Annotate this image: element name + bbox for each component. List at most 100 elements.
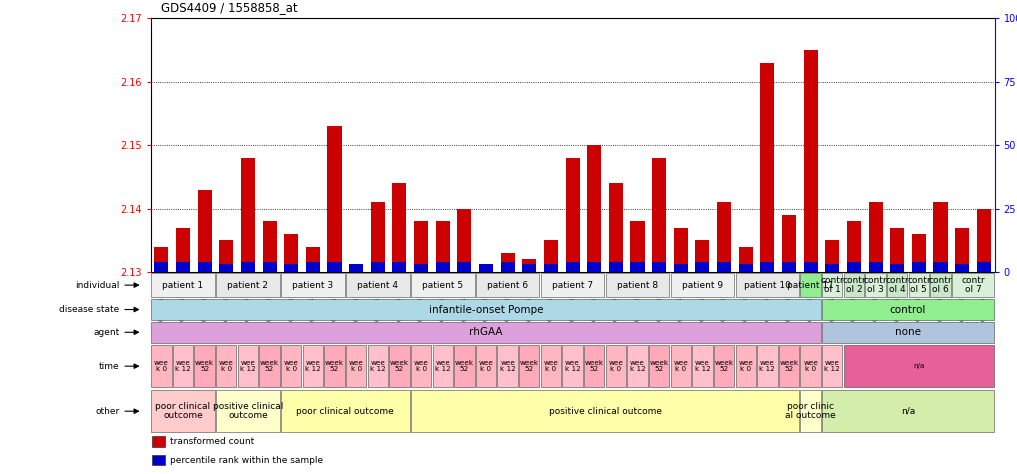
Bar <box>631 262 645 272</box>
Bar <box>281 390 410 432</box>
Bar <box>717 262 731 272</box>
Text: week
52: week 52 <box>585 360 604 372</box>
Bar <box>782 215 796 272</box>
Bar <box>606 345 626 387</box>
Text: wee
k 12: wee k 12 <box>305 360 320 372</box>
Bar <box>761 262 774 272</box>
Bar <box>779 345 799 387</box>
Bar <box>541 273 604 297</box>
Bar <box>909 273 930 297</box>
Bar <box>197 262 212 272</box>
Text: wee
k 12: wee k 12 <box>630 360 646 372</box>
Bar <box>153 455 165 465</box>
Bar <box>194 345 215 387</box>
Text: wee
k 0: wee k 0 <box>738 360 754 372</box>
Bar <box>587 262 601 272</box>
Bar <box>393 262 407 272</box>
Bar <box>800 273 821 297</box>
Bar <box>152 390 215 432</box>
Bar <box>176 262 190 272</box>
Bar <box>652 262 666 272</box>
Text: wee
k 12: wee k 12 <box>564 360 581 372</box>
Bar <box>541 345 561 387</box>
Text: infantile-onset Pompe: infantile-onset Pompe <box>429 304 543 315</box>
Bar <box>609 262 622 272</box>
Text: contr
ol 4: contr ol 4 <box>886 276 909 294</box>
Bar <box>414 264 428 272</box>
Bar <box>869 262 883 272</box>
Bar <box>411 390 799 432</box>
Bar <box>955 228 969 272</box>
Text: wee
k 12: wee k 12 <box>240 360 256 372</box>
Text: poor clinical outcome: poor clinical outcome <box>296 407 395 416</box>
Bar <box>693 345 713 387</box>
Bar <box>262 221 277 272</box>
Bar <box>738 246 753 272</box>
Bar <box>155 246 169 272</box>
Bar <box>912 234 925 272</box>
Bar <box>238 345 258 387</box>
Bar <box>822 299 994 320</box>
Bar <box>349 266 363 272</box>
Text: patient 9: patient 9 <box>681 281 723 290</box>
Text: time: time <box>99 362 119 371</box>
Bar <box>241 262 255 272</box>
Bar <box>371 262 384 272</box>
Bar <box>346 345 366 387</box>
Bar <box>327 262 342 272</box>
Text: GDS4409 / 1558858_at: GDS4409 / 1558858_at <box>161 1 297 14</box>
Bar <box>869 202 883 272</box>
Bar <box>414 221 428 272</box>
Text: wee
k 12: wee k 12 <box>499 360 516 372</box>
Bar <box>562 345 583 387</box>
Bar <box>152 321 821 343</box>
Bar <box>306 246 320 272</box>
Text: week
52: week 52 <box>390 360 409 372</box>
Text: patient 1: patient 1 <box>163 281 203 290</box>
Bar <box>455 345 475 387</box>
Text: patient 4: patient 4 <box>357 281 399 290</box>
Bar <box>673 264 687 272</box>
Bar <box>847 221 861 272</box>
Text: wee
k 0: wee k 0 <box>154 360 169 372</box>
Bar <box>155 262 169 272</box>
Bar <box>324 345 345 387</box>
Bar <box>890 264 904 272</box>
Text: week
52: week 52 <box>455 360 474 372</box>
Text: week
52: week 52 <box>520 360 539 372</box>
Text: patient 8: patient 8 <box>617 281 658 290</box>
Bar <box>346 273 410 297</box>
Text: positive clinical
outcome: positive clinical outcome <box>213 402 283 420</box>
Bar <box>281 273 345 297</box>
Bar <box>371 202 384 272</box>
Bar <box>825 264 839 272</box>
Bar <box>284 264 298 272</box>
Bar <box>197 190 212 272</box>
Text: control: control <box>890 304 926 315</box>
Text: poor clinic
al outcome: poor clinic al outcome <box>785 402 836 420</box>
Text: patient 7: patient 7 <box>552 281 593 290</box>
Bar <box>476 345 496 387</box>
Bar <box>262 262 277 272</box>
Text: wee
k 0: wee k 0 <box>349 360 363 372</box>
Bar <box>890 228 904 272</box>
Text: transformed count: transformed count <box>171 437 254 446</box>
Bar <box>803 262 818 272</box>
Bar <box>696 262 710 272</box>
Bar <box>565 262 580 272</box>
Text: week
52: week 52 <box>324 360 344 372</box>
Bar <box>803 50 818 272</box>
Bar <box>523 259 536 272</box>
Text: n/a: n/a <box>901 407 915 416</box>
Text: patient 3: patient 3 <box>292 281 334 290</box>
Text: wee
k 12: wee k 12 <box>175 360 191 372</box>
Bar <box>934 262 948 272</box>
Bar <box>761 63 774 272</box>
Bar <box>844 345 994 387</box>
Bar <box>822 321 994 343</box>
Text: wee
k 0: wee k 0 <box>479 360 493 372</box>
Bar <box>497 345 518 387</box>
Text: poor clinical
outcome: poor clinical outcome <box>156 402 211 420</box>
Bar <box>800 345 821 387</box>
Bar <box>844 273 864 297</box>
